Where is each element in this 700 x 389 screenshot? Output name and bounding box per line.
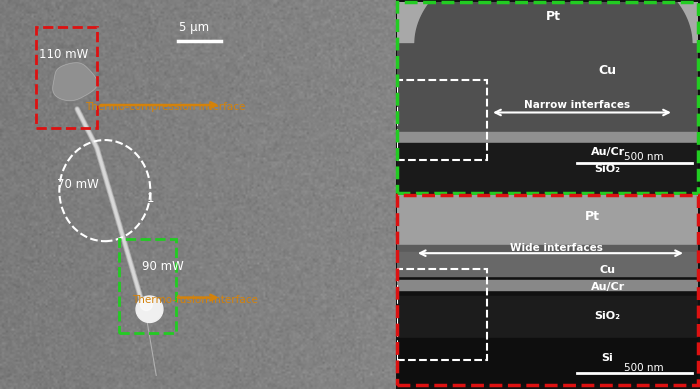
Bar — [36, 27, 97, 128]
Text: Si: Si — [602, 352, 613, 363]
Bar — [397, 280, 698, 290]
Text: Thermo-compression interface: Thermo-compression interface — [85, 102, 246, 112]
Bar — [118, 239, 176, 333]
Polygon shape — [397, 0, 698, 193]
Text: Thermo-fusion interface: Thermo-fusion interface — [132, 294, 258, 305]
Circle shape — [136, 296, 163, 322]
Text: Pt: Pt — [585, 210, 600, 223]
Bar — [397, 338, 698, 385]
Text: Au/Cr: Au/Cr — [591, 147, 624, 157]
Text: Au/Cr: Au/Cr — [591, 282, 624, 292]
Text: Cu: Cu — [598, 64, 617, 77]
Text: Wide interfaces: Wide interfaces — [510, 244, 603, 253]
Bar — [397, 252, 698, 276]
Bar — [397, 195, 698, 245]
Bar — [397, 2, 698, 44]
Bar — [397, 296, 698, 338]
Text: 1: 1 — [146, 192, 154, 205]
Text: 500 nm: 500 nm — [624, 152, 664, 162]
Bar — [397, 80, 487, 160]
Text: SiO₂: SiO₂ — [594, 164, 621, 174]
Text: 110 mW: 110 mW — [38, 48, 88, 61]
Text: 500 nm: 500 nm — [624, 363, 664, 373]
Bar — [397, 245, 698, 252]
Text: Pt: Pt — [546, 10, 561, 23]
Text: Cu: Cu — [600, 265, 615, 275]
Text: SiO₂: SiO₂ — [594, 311, 621, 321]
Circle shape — [140, 299, 153, 310]
Bar — [397, 131, 698, 143]
Text: 70 mW: 70 mW — [57, 178, 99, 191]
Bar — [397, 269, 487, 361]
Bar — [397, 143, 698, 193]
Text: 5 μm: 5 μm — [178, 21, 209, 34]
Polygon shape — [52, 63, 97, 101]
Text: 90 mW: 90 mW — [142, 260, 184, 273]
Text: Narrow interfaces: Narrow interfaces — [524, 100, 631, 110]
